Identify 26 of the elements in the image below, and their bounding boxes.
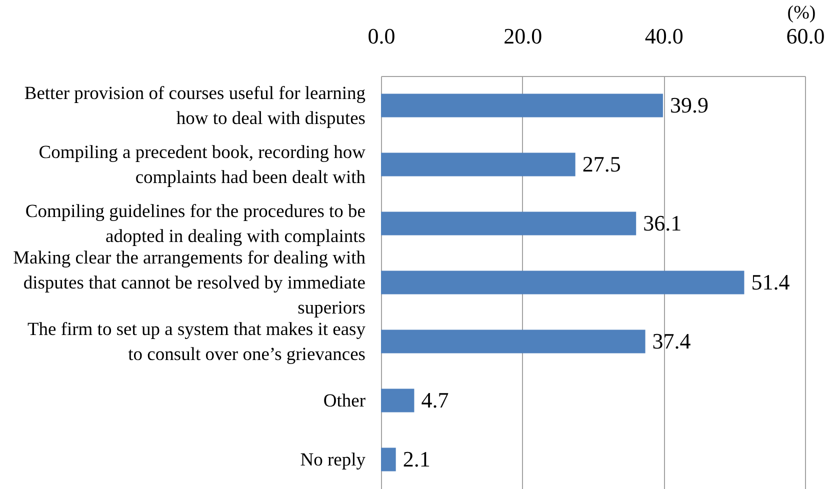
x-tick-label: 60.0 bbox=[786, 24, 825, 48]
x-tick-label: 20.0 bbox=[504, 24, 542, 48]
data-label: 4.7 bbox=[421, 388, 449, 412]
bar bbox=[381, 270, 744, 294]
data-label: 27.5 bbox=[582, 152, 621, 176]
y-tick-label: No reply bbox=[300, 450, 366, 470]
bar bbox=[381, 448, 396, 472]
x-tick-label: 40.0 bbox=[644, 24, 684, 48]
data-label: 2.1 bbox=[402, 446, 430, 472]
data-label: 51.4 bbox=[751, 270, 790, 294]
x-tick-label: 0.0 bbox=[368, 24, 396, 48]
x-axis-title: (%) bbox=[787, 2, 816, 24]
y-tick-label: Other bbox=[323, 392, 366, 412]
bar bbox=[381, 388, 414, 412]
data-label: 36.1 bbox=[643, 210, 682, 236]
bar bbox=[381, 330, 646, 354]
bar bbox=[381, 212, 636, 236]
y-tick-label: Making clear the arrangements for dealing with disputes that cannot be resolved by immediate superiors bbox=[13, 248, 366, 318]
data-label: 39.9 bbox=[670, 92, 708, 118]
y-tick-label: The firm to set up a system that makes it easy to consult over one’s grievances bbox=[27, 320, 366, 365]
y-tick-label: Compiling a precedent book, recording how complaints had been dealt with bbox=[38, 143, 366, 188]
y-tick-label: Compiling guidelines for the procedures to be adopted in dealing with complaints bbox=[25, 202, 366, 247]
bar bbox=[381, 152, 576, 176]
y-tick-label: Better provision of courses useful for learning how to deal with disputes bbox=[24, 84, 366, 129]
bar bbox=[381, 94, 663, 118]
data-label: 37.4 bbox=[652, 328, 691, 354]
